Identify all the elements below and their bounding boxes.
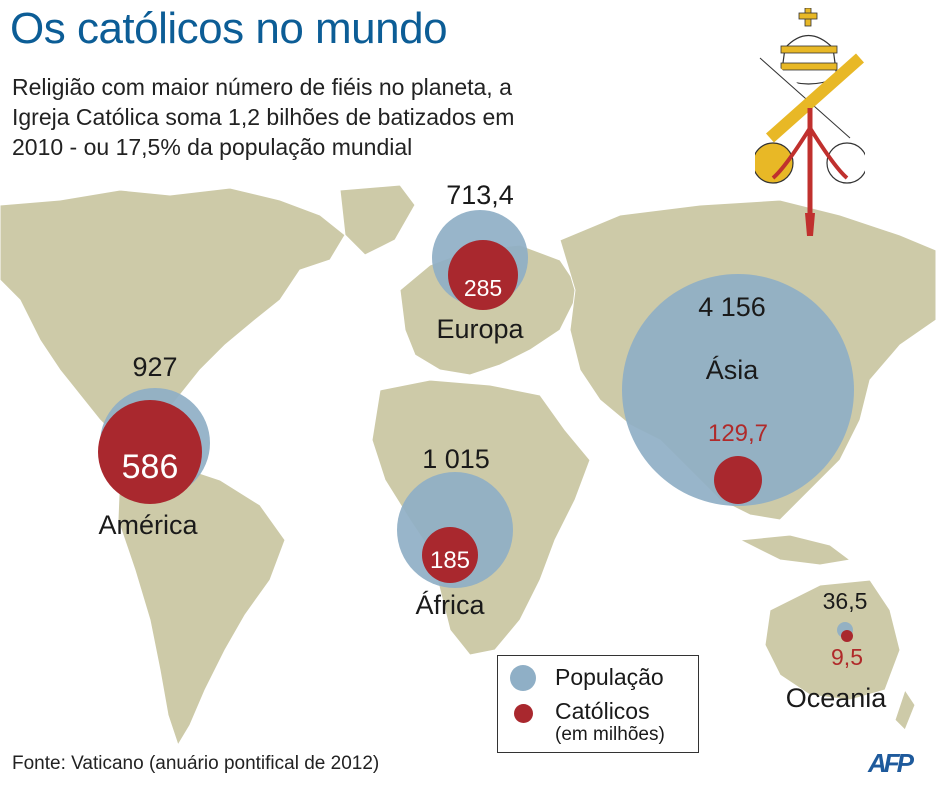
landmass-indonesia — [738, 534, 852, 566]
papal-emblem-icon — [755, 8, 865, 236]
chart-subtitle: Religião com maior número de fiéis no pl… — [12, 74, 515, 160]
population-bubble-asia — [622, 274, 854, 506]
population-value-oceania: 36,5 — [822, 588, 868, 614]
catholics-bubble-america — [98, 400, 202, 504]
population-value-america: 927 — [132, 352, 178, 382]
region-label-africa: África — [415, 590, 485, 620]
legend-catholics-swatch — [514, 704, 533, 723]
landmass-new-zealand — [894, 688, 916, 731]
region-label-asia: Ásia — [705, 355, 759, 385]
legend: População Católicos (em milhões) — [497, 655, 699, 753]
catholics-value-oceania: 9,5 — [831, 644, 863, 670]
region-label-america: América — [98, 510, 198, 540]
afp-logo: AFP — [868, 748, 914, 778]
legend-unit-label: (em milhões) — [555, 724, 665, 745]
catholics-bubble-oceania — [841, 630, 853, 642]
source-note: Fonte: Vaticano (anuário pontifical de 2… — [12, 753, 380, 774]
region-label-oceania: Oceania — [785, 683, 887, 713]
landmass-australia — [764, 579, 901, 701]
chart-title: Os católicos no mundo — [10, 4, 448, 53]
catholics-bubble-europa — [448, 240, 518, 310]
catholics-bubble-africa — [422, 527, 478, 583]
landmass-greenland — [339, 184, 416, 256]
population-value-africa: 1 015 — [422, 444, 490, 474]
catholics-value-america: 586 — [121, 448, 179, 486]
legend-catholics-label: Católicos — [555, 698, 650, 724]
catholics-value-asia: 129,7 — [707, 420, 769, 447]
legend-population-swatch — [510, 665, 536, 691]
landmass-south-america — [117, 464, 286, 747]
landmass-north-america — [0, 187, 346, 446]
region-label-europa: Europa — [436, 314, 524, 344]
catholics-value-africa: 185 — [429, 547, 471, 574]
population-value-asia: 4 156 — [698, 292, 766, 322]
legend-population-label: População — [555, 664, 664, 690]
population-value-europa: 713,4 — [446, 180, 514, 210]
catholics-bubble-asia — [714, 456, 762, 504]
catholics-value-europa: 285 — [463, 275, 503, 301]
